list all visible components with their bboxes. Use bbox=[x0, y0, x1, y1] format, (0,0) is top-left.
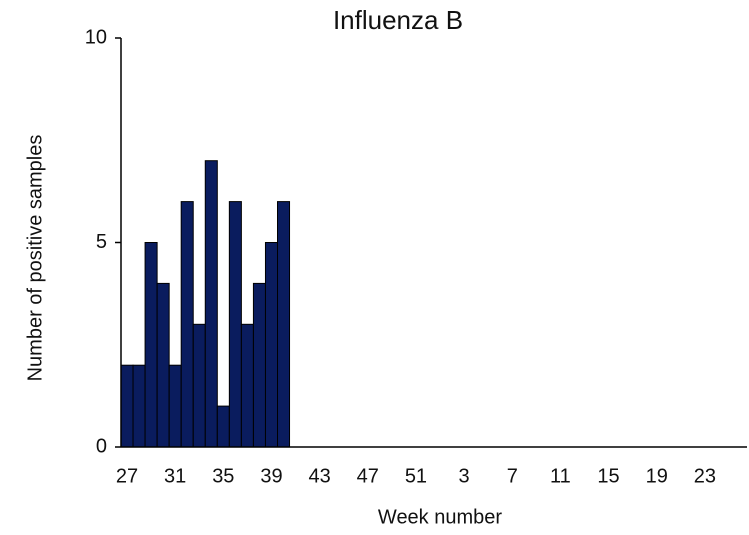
y-tick-label: 0 bbox=[96, 435, 107, 457]
bar bbox=[132, 364, 146, 448]
x-axis-label: Week number bbox=[378, 506, 502, 528]
x-tick-label: 39 bbox=[260, 465, 282, 487]
bar bbox=[192, 323, 206, 448]
bar bbox=[204, 160, 218, 448]
y-tick-label: 10 bbox=[85, 26, 107, 48]
bar bbox=[277, 201, 291, 448]
bar bbox=[156, 282, 170, 448]
x-tick-label: 51 bbox=[405, 465, 427, 487]
x-tick-label: 31 bbox=[164, 465, 186, 487]
bar bbox=[252, 282, 266, 448]
bar bbox=[144, 242, 158, 448]
bar bbox=[240, 323, 254, 448]
x-tick-label: 7 bbox=[507, 465, 518, 487]
y-axis-label: Number of positive samples bbox=[24, 135, 46, 382]
chart-title: Influenza B bbox=[333, 5, 463, 35]
bar bbox=[120, 364, 134, 448]
x-tick-label: 11 bbox=[550, 465, 571, 487]
bar bbox=[264, 242, 279, 448]
bar bbox=[228, 201, 242, 448]
x-tick-label: 27 bbox=[116, 465, 138, 487]
x-tick-label: 23 bbox=[694, 465, 716, 487]
x-tick-label: 35 bbox=[212, 465, 234, 487]
bar bbox=[180, 201, 194, 448]
x-tick-label: 43 bbox=[309, 465, 331, 487]
bar bbox=[216, 405, 230, 448]
y-tick-label: 5 bbox=[96, 231, 107, 253]
bar bbox=[168, 364, 182, 448]
x-tick-label: 3 bbox=[459, 465, 470, 487]
x-tick-label: 47 bbox=[357, 465, 379, 487]
x-tick-label: 19 bbox=[646, 465, 668, 487]
x-tick-label: 15 bbox=[597, 465, 619, 487]
